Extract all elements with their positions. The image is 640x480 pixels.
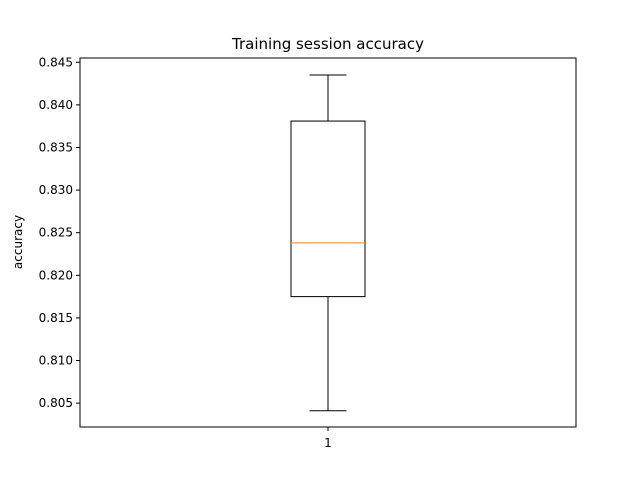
y-tick-label: 0.815: [39, 311, 73, 325]
y-tick-label: 0.830: [39, 183, 73, 197]
y-axis-label: accuracy: [11, 215, 25, 269]
box-1: [290, 74, 366, 412]
y-tick-label: 0.840: [39, 98, 73, 112]
chart-title: Training session accuracy: [231, 35, 424, 53]
x-tick-label: 1: [324, 436, 332, 450]
axis-ticks: 0.805 0.810 0.815 0.820 0.825 0.830 0.835 0.840…: [39, 55, 332, 450]
y-tick-label: 0.845: [39, 55, 73, 69]
y-tick-label: 0.835: [39, 140, 73, 154]
interquartile-box: [290, 120, 366, 298]
y-tick-label: 0.825: [39, 226, 73, 240]
y-tick-label: 0.820: [39, 268, 73, 282]
y-tick-label: 0.805: [39, 396, 73, 410]
plot-area: [290, 74, 366, 412]
y-tick-label: 0.810: [39, 354, 73, 368]
